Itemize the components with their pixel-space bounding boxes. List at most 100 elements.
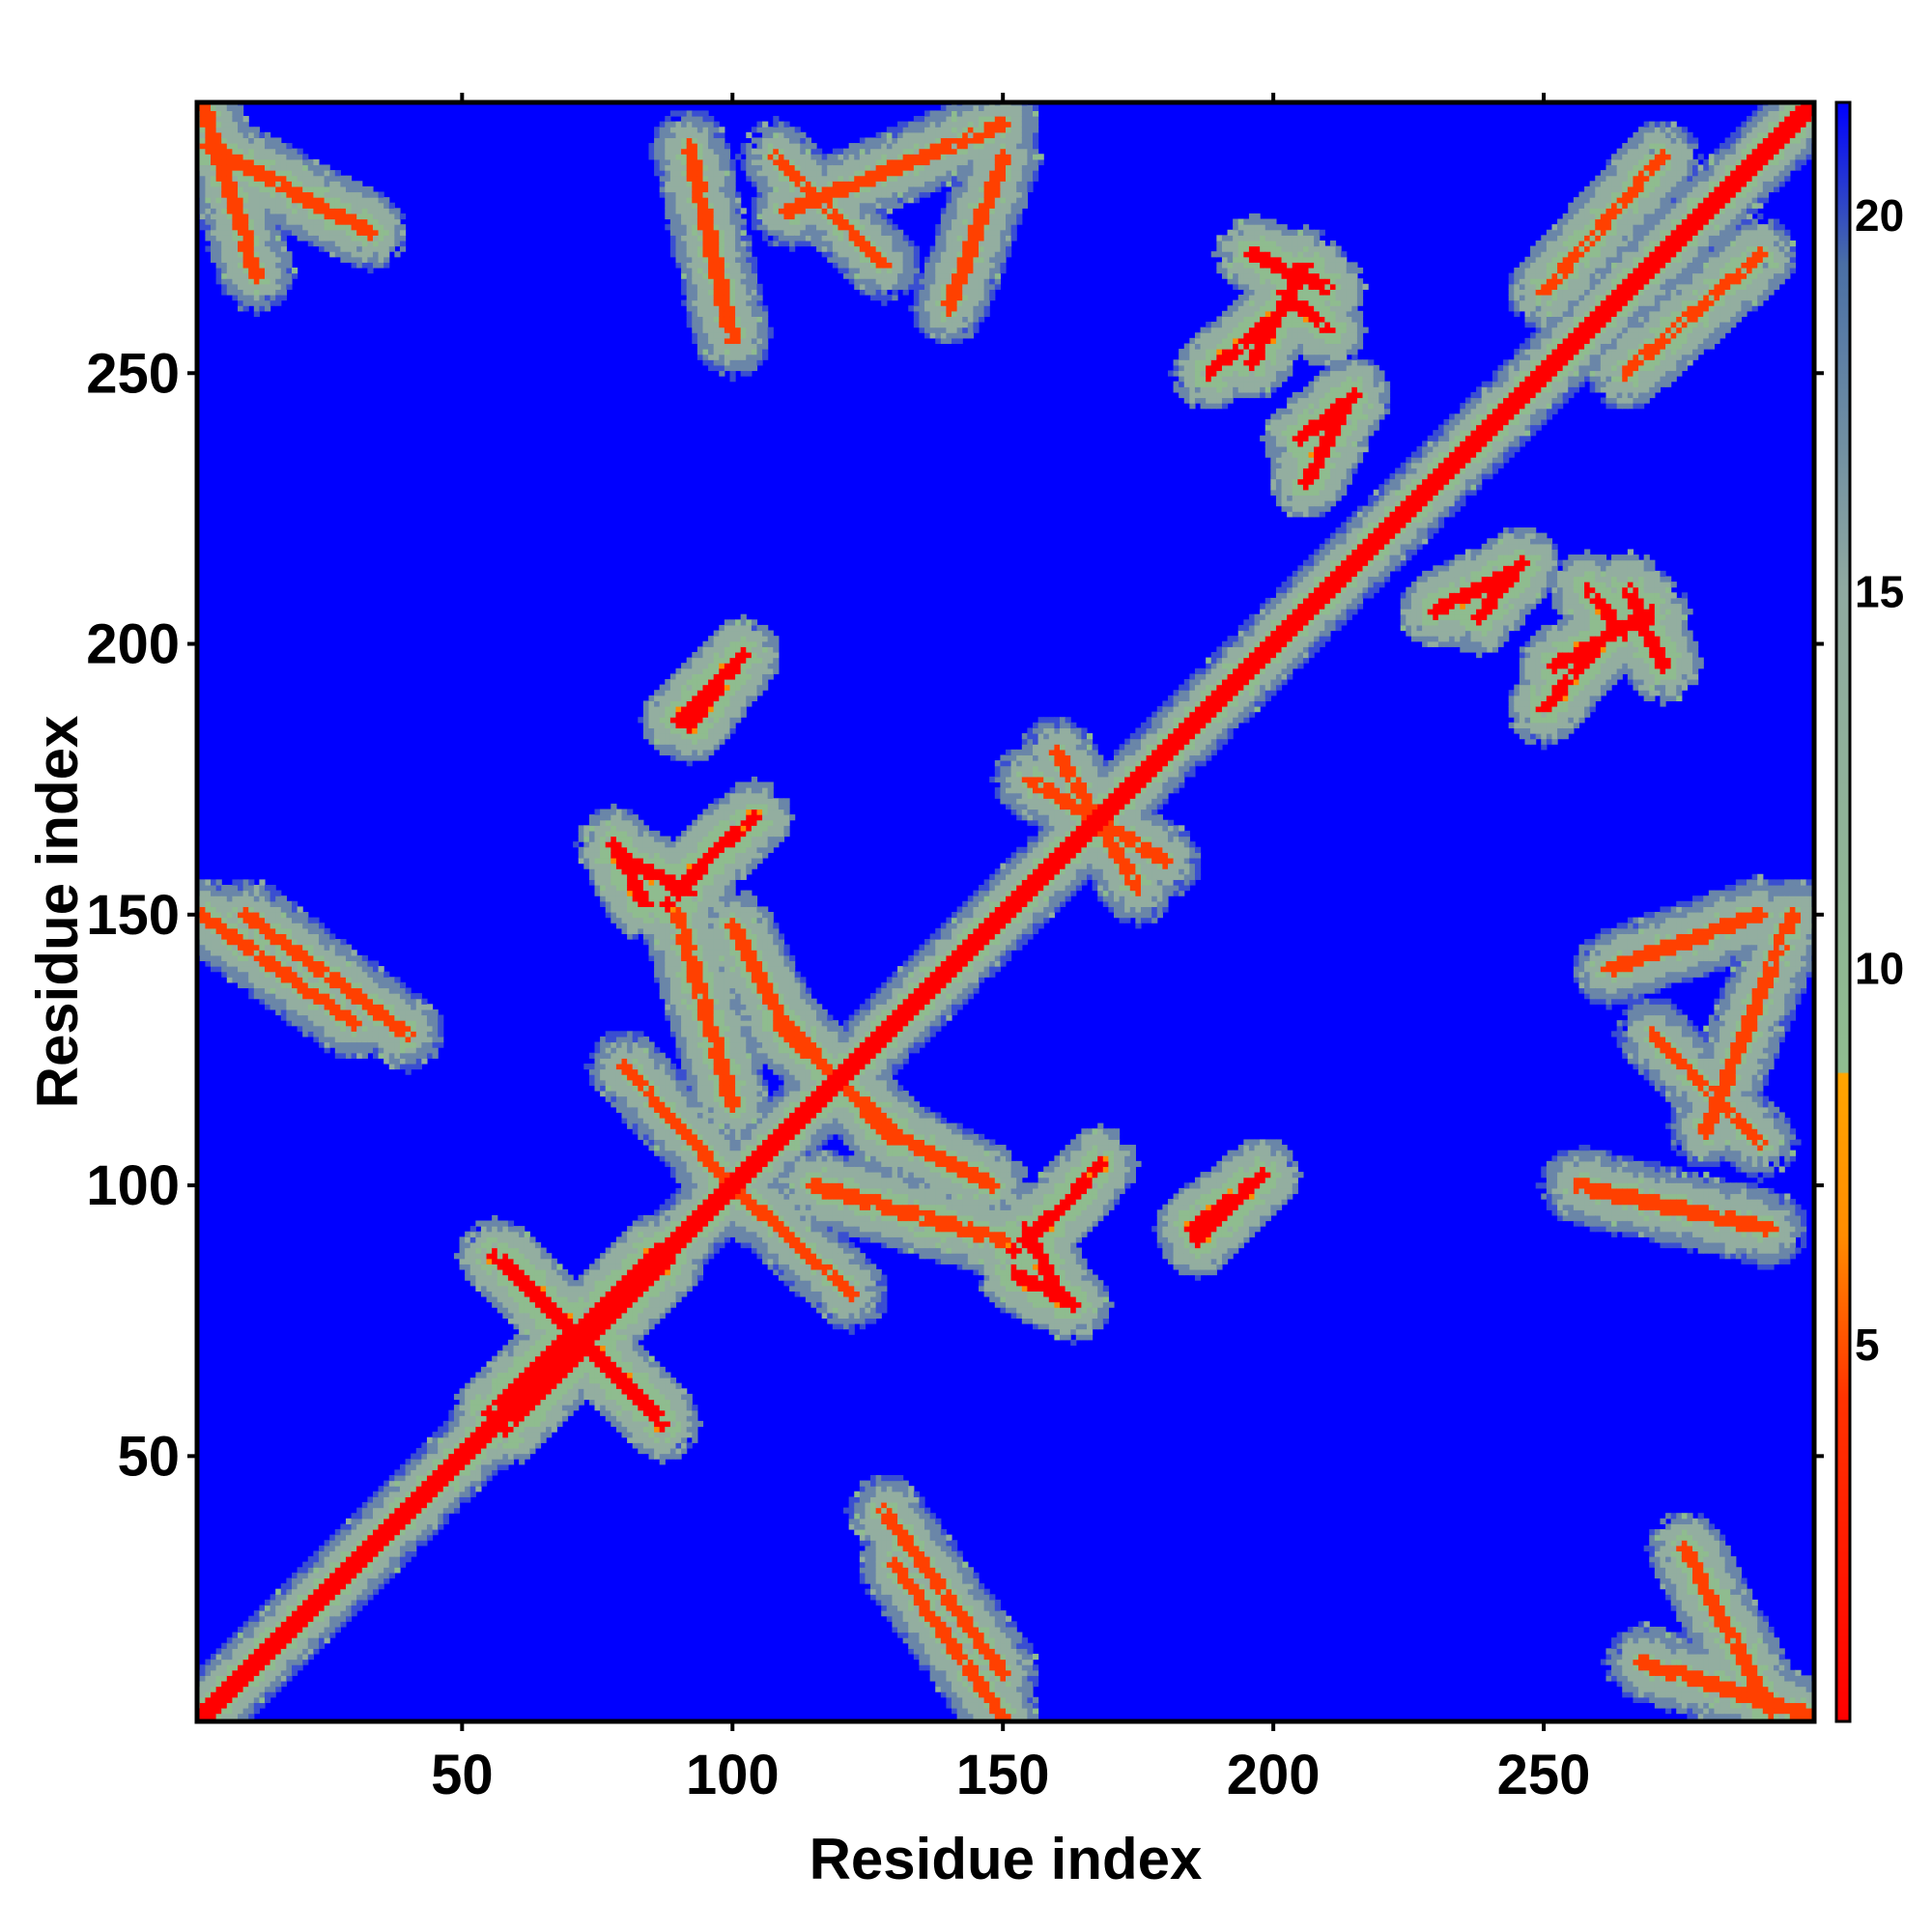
- heatmap-cell: [259, 262, 265, 268]
- heatmap-cell: [286, 170, 292, 176]
- heatmap-cell: [367, 1042, 373, 1048]
- heatmap-cell: [243, 977, 249, 982]
- heatmap-cell: [302, 1637, 308, 1643]
- heatmap-cell: [340, 1600, 346, 1605]
- heatmap-cell: [275, 1616, 281, 1622]
- heatmap-cell: [248, 1660, 254, 1665]
- heatmap-cell: [265, 154, 270, 159]
- heatmap-cell: [389, 977, 395, 982]
- heatmap-cell: [373, 1529, 379, 1535]
- heatmap-cell: [254, 289, 260, 295]
- heatmap-cell: [384, 1031, 389, 1037]
- heatmap-cell: [286, 1643, 292, 1649]
- heatmap-cell: [406, 1069, 412, 1075]
- heatmap-cell: [275, 950, 281, 955]
- heatmap-cell: [221, 1670, 227, 1676]
- heatmap-cell: [286, 176, 292, 182]
- heatmap-cell: [308, 1004, 314, 1009]
- heatmap-cell: [356, 993, 362, 999]
- heatmap-cell: [254, 213, 260, 219]
- heatmap-cell: [216, 895, 222, 901]
- heatmap-cell: [259, 257, 265, 263]
- heatmap-cell: [394, 1508, 400, 1514]
- heatmap-cell: [211, 197, 216, 203]
- heatmap-cell: [298, 1605, 303, 1610]
- heatmap-cell: [298, 993, 303, 999]
- heatmap-cell: [298, 1610, 303, 1616]
- heatmap-cell: [205, 879, 211, 885]
- heatmap-cell: [362, 1589, 368, 1595]
- heatmap-cell: [216, 219, 222, 225]
- heatmap-cell: [238, 950, 243, 955]
- heatmap-cell: [216, 918, 222, 923]
- heatmap-cell: [302, 1643, 308, 1649]
- heatmap-cell: [281, 1654, 287, 1660]
- heatmap-cell: [373, 960, 379, 966]
- heatmap-cell: [221, 127, 227, 132]
- heatmap-cell: [248, 1697, 254, 1703]
- heatmap-cell: [200, 928, 206, 934]
- heatmap-cell: [216, 137, 222, 143]
- heatmap-cell: [298, 224, 303, 230]
- heatmap-cell: [227, 241, 233, 246]
- heatmap-cell: [243, 208, 249, 213]
- heatmap-cell: [394, 977, 400, 982]
- heatmap-cell: [200, 186, 206, 192]
- heatmap-cell: [275, 1681, 281, 1687]
- heatmap-cell: [259, 966, 265, 972]
- heatmap-cell: [259, 273, 265, 279]
- heatmap-cell: [298, 219, 303, 225]
- heatmap-cell: [352, 1015, 357, 1021]
- heatmap-cell: [313, 208, 319, 213]
- heatmap-cell: [286, 208, 292, 213]
- heatmap-cell: [259, 1691, 265, 1697]
- heatmap-cell: [200, 127, 206, 132]
- heatmap-cell: [340, 1020, 346, 1026]
- heatmap-cell: [406, 1519, 412, 1524]
- heatmap-cell: [216, 149, 222, 155]
- heatmap-cell: [292, 154, 298, 159]
- heatmap-cell: [352, 1047, 357, 1053]
- heatmap-cell: [221, 132, 227, 138]
- heatmap-cell: [356, 999, 362, 1005]
- heatmap-cell: [356, 235, 362, 241]
- heatmap-cell: [265, 257, 270, 263]
- heatmap-cell: [270, 235, 276, 241]
- heatmap-cell: [259, 885, 265, 891]
- heatmap-cell: [270, 1621, 276, 1627]
- heatmap-cell: [356, 181, 362, 186]
- heatmap-cell: [232, 928, 238, 934]
- heatmap-cell: [265, 906, 270, 912]
- heatmap-cell: [384, 1047, 389, 1053]
- heatmap-cell: [259, 181, 265, 186]
- heatmap-cell: [227, 1691, 233, 1697]
- heatmap-cell: [298, 176, 303, 182]
- heatmap-cell: [270, 1691, 276, 1697]
- heatmap-cell: [329, 999, 335, 1005]
- heatmap-cell: [362, 186, 368, 192]
- heatmap-cell: [329, 972, 335, 978]
- heatmap-cell: [389, 235, 395, 241]
- heatmap-cell: [281, 960, 287, 966]
- heatmap-cell: [416, 1508, 422, 1514]
- heatmap-cell: [221, 246, 227, 252]
- heatmap-cell: [308, 235, 314, 241]
- heatmap-cell: [211, 933, 216, 939]
- heatmap-cell: [313, 977, 319, 982]
- heatmap-cell: [367, 192, 373, 198]
- heatmap-cell: [411, 1469, 416, 1475]
- heatmap-cell: [275, 918, 281, 923]
- heatmap-cell: [227, 1702, 233, 1708]
- heatmap-cell: [373, 1583, 379, 1589]
- heatmap-cell: [221, 105, 227, 111]
- heatmap-cell: [216, 159, 222, 165]
- heatmap-cell: [254, 1633, 260, 1638]
- heatmap-cell: [367, 1502, 373, 1508]
- heatmap-cell: [205, 224, 211, 230]
- heatmap-cell: [216, 132, 222, 138]
- heatmap-cell: [308, 1621, 314, 1627]
- heatmap-cell: [394, 1053, 400, 1059]
- heatmap-cell: [298, 1643, 303, 1649]
- heatmap-cell: [406, 1004, 412, 1009]
- heatmap-cell: [216, 1687, 222, 1692]
